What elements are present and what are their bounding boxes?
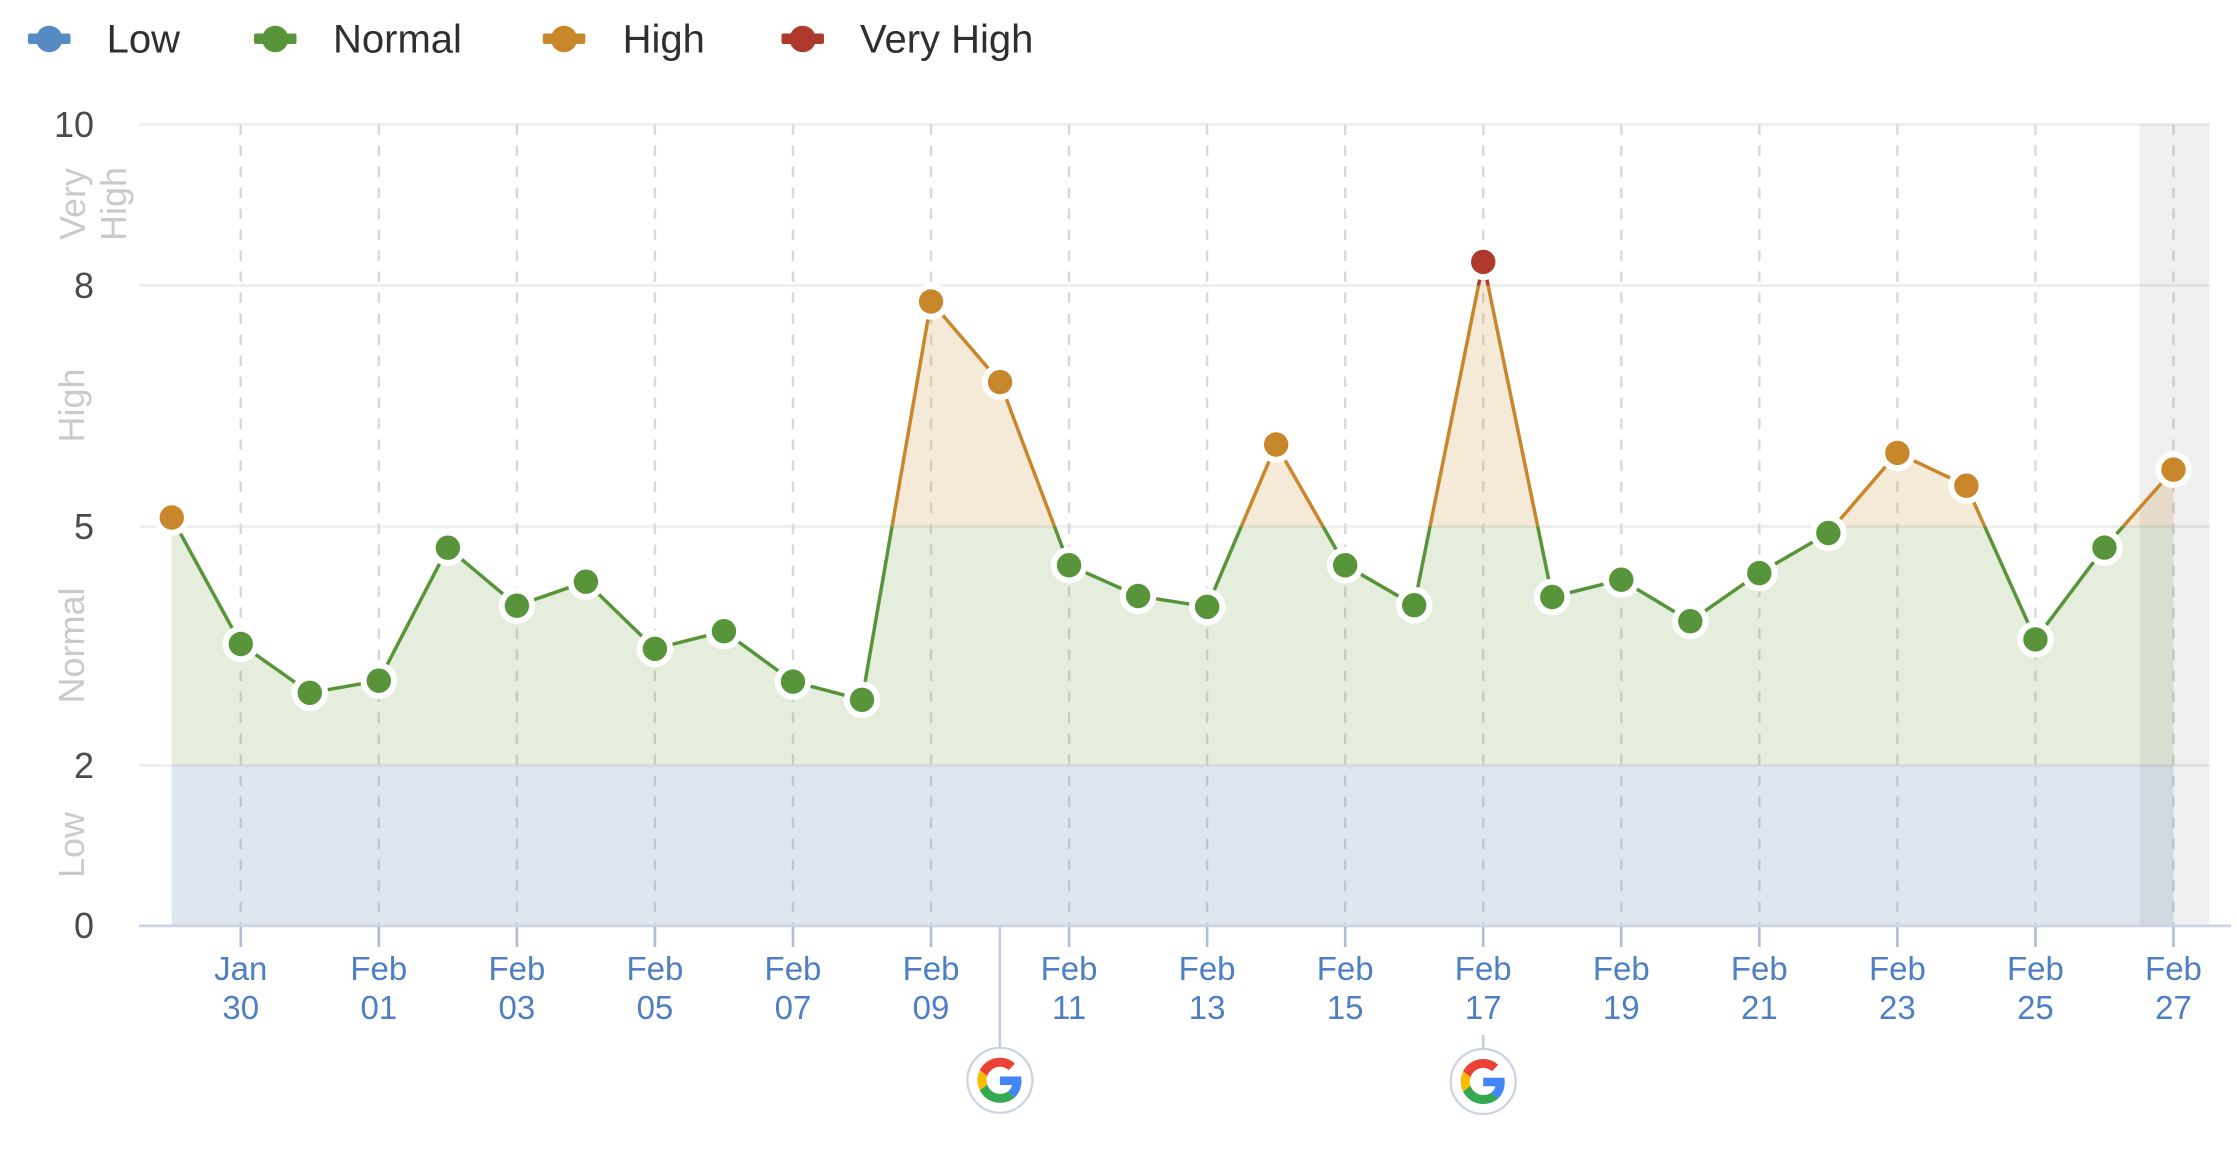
- svg-text:13: 13: [1189, 989, 1226, 1026]
- svg-text:Feb: Feb: [1731, 950, 1788, 987]
- svg-text:17: 17: [1465, 989, 1502, 1026]
- svg-text:Low: Low: [107, 18, 180, 62]
- svg-text:07: 07: [775, 989, 812, 1026]
- svg-text:Feb: Feb: [488, 950, 545, 987]
- svg-text:30: 30: [222, 989, 259, 1026]
- svg-text:Feb: Feb: [626, 950, 683, 987]
- svg-text:27: 27: [2155, 989, 2192, 1026]
- svg-text:05: 05: [637, 989, 674, 1026]
- svg-text:03: 03: [499, 989, 536, 1026]
- svg-text:Low: Low: [51, 811, 92, 878]
- svg-text:Feb: Feb: [1179, 950, 1236, 987]
- svg-text:25: 25: [2017, 989, 2054, 1026]
- svg-text:8: 8: [74, 265, 94, 306]
- svg-text:5: 5: [74, 506, 94, 547]
- svg-text:0: 0: [74, 905, 94, 946]
- svg-text:01: 01: [360, 989, 397, 1026]
- svg-text:Feb: Feb: [2145, 950, 2202, 987]
- svg-text:Feb: Feb: [350, 950, 407, 987]
- svg-text:Feb: Feb: [903, 950, 960, 987]
- svg-text:23: 23: [1879, 989, 1916, 1026]
- svg-text:19: 19: [1603, 989, 1640, 1026]
- svg-text:Feb: Feb: [1317, 950, 1374, 987]
- svg-text:Normal: Normal: [333, 18, 462, 62]
- svg-text:High: High: [51, 368, 92, 442]
- svg-text:21: 21: [1741, 989, 1778, 1026]
- svg-text:Feb: Feb: [765, 950, 822, 987]
- svg-text:Normal: Normal: [51, 587, 92, 703]
- svg-text:15: 15: [1327, 989, 1364, 1026]
- svg-text:VeryHigh: VeryHigh: [52, 167, 134, 241]
- svg-text:Feb: Feb: [1455, 950, 1512, 987]
- svg-text:Very High: Very High: [860, 18, 1033, 62]
- svg-text:Feb: Feb: [1041, 950, 1098, 987]
- svg-text:Feb: Feb: [1593, 950, 1650, 987]
- svg-text:2: 2: [74, 745, 94, 786]
- svg-text:11: 11: [1052, 989, 1086, 1026]
- svg-text:Feb: Feb: [2007, 950, 2064, 987]
- svg-text:Jan: Jan: [214, 950, 267, 987]
- svg-text:Feb: Feb: [1869, 950, 1926, 987]
- svg-text:10: 10: [54, 104, 94, 145]
- svg-text:High: High: [623, 18, 705, 62]
- svg-text:09: 09: [913, 989, 950, 1026]
